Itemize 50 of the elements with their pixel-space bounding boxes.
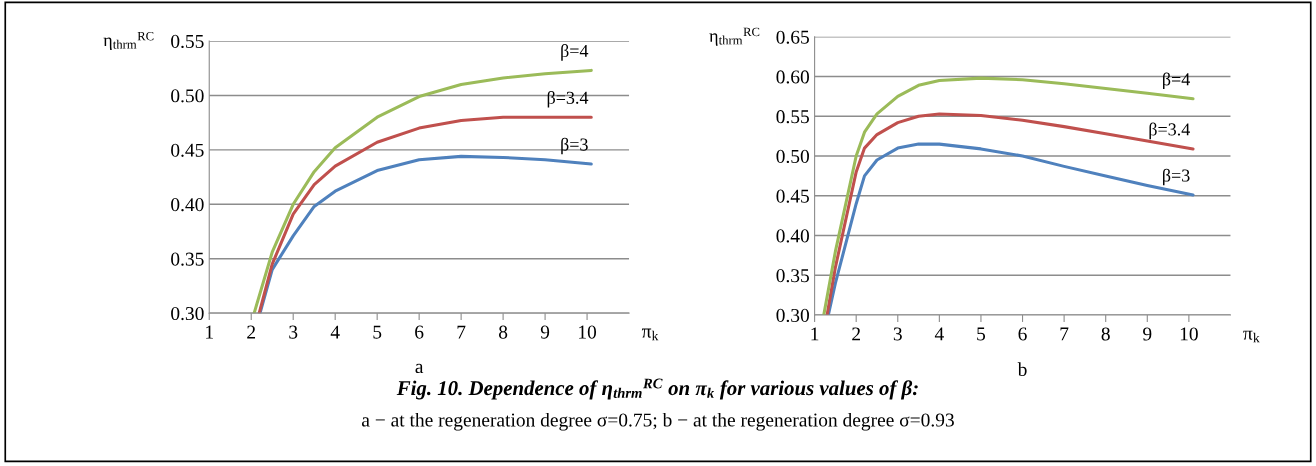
series-label: β=3 — [1163, 168, 1190, 186]
x-axis-title: π$_{k}$ — [1243, 330, 1260, 343]
x-tick-label: 10 — [579, 325, 597, 339]
x-tick-label: 5 — [373, 325, 382, 339]
x-tick-label: 6 — [415, 325, 424, 339]
y-tick-label: 0.35 — [171, 252, 204, 266]
series-label: β=4 — [561, 44, 589, 61]
y-tick-label: 0.40 — [171, 198, 204, 212]
y-tick-label: 0.45 — [171, 143, 204, 157]
text: a — [415, 363, 424, 374]
y-tick-label: 0.50 — [776, 149, 809, 164]
series-label: β=4 — [1163, 72, 1190, 90]
y-tick-label: 0.40 — [776, 229, 809, 243]
y-tick-label: 0.55 — [776, 110, 809, 124]
x-tick-label: 8 — [1101, 327, 1110, 341]
x-tick-label: 5 — [977, 327, 986, 341]
x-tick-label: 10 — [1180, 327, 1198, 341]
x-tick-label: 1 — [811, 327, 819, 341]
y-tick-label: 0.55 — [171, 34, 204, 49]
y-tick-label: 0.60 — [776, 70, 809, 84]
text: b — [1017, 362, 1027, 376]
x-tick-label: 4 — [330, 325, 340, 339]
y-tick-label: 0.45 — [776, 189, 809, 203]
x-tick-label: 6 — [1018, 327, 1027, 341]
y-axis-title: η$_{thrm}$$^{RC}$ — [709, 27, 760, 46]
x-tick-label: 7 — [457, 325, 466, 339]
caption: Fig. 10. Dependence of η$_{thrm}$$^{RC}$ on π$_{k}$ for various values of β: — [396, 378, 918, 400]
y-axis-title: η$_{thrm}$$^{RC}$ — [103, 31, 154, 50]
series-label: β=3.4 — [547, 90, 589, 108]
x-tick-label: 9 — [1143, 327, 1152, 341]
x-tick-label: 8 — [498, 325, 508, 339]
x-tick-label: 7 — [1060, 327, 1069, 341]
y-tick-label: 0.50 — [171, 89, 204, 103]
y-tick-label: 0.30 — [776, 308, 809, 323]
x-axis-title: π$_{k}$ — [641, 328, 659, 341]
y-tick-label: 0.35 — [776, 269, 809, 283]
x-tick-label: 4 — [934, 327, 944, 341]
series-label: β=3.4 — [1149, 122, 1190, 140]
x-tick-label: 3 — [289, 325, 298, 339]
x-tick-label: 1 — [206, 325, 213, 339]
x-tick-label: 2 — [852, 327, 860, 341]
line-series — [257, 115, 593, 314]
x-tick-label: 2 — [247, 325, 256, 339]
x-tick-label: 3 — [893, 327, 902, 341]
x-tick-label: 9 — [540, 325, 550, 339]
text: a − at the regeneration degree σ=0.75; b − at the regeneration degree σ=0.93 — [362, 412, 954, 431]
line-series — [252, 68, 593, 314]
series-label: β=3 — [561, 137, 588, 155]
y-tick-label: 0.30 — [171, 306, 204, 321]
y-tick-label: 0.65 — [776, 30, 809, 44]
